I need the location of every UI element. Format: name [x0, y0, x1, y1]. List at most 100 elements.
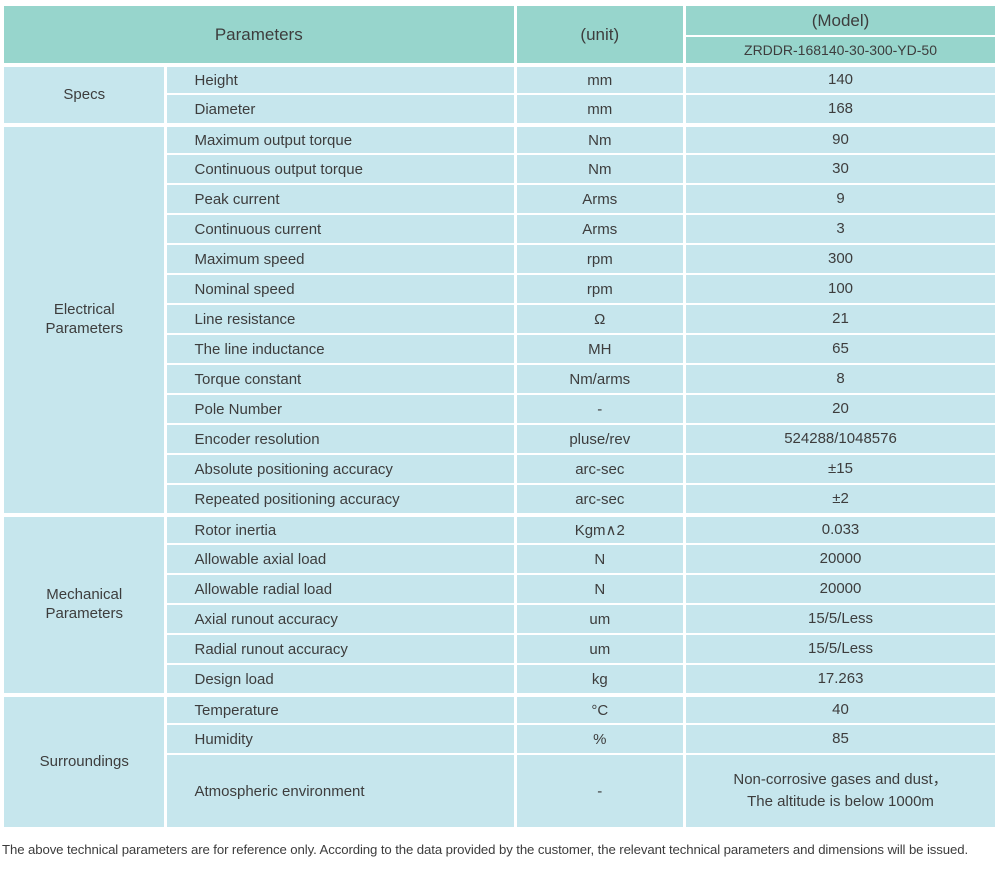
unit-cell: Nm — [516, 155, 684, 183]
value-cell: 168 — [686, 95, 995, 123]
unit-cell: °C — [516, 695, 684, 723]
unit-cell: MH — [516, 335, 684, 363]
value-cell: 20000 — [686, 545, 995, 573]
param-cell: Maximum speed — [167, 245, 514, 273]
table-row: Torque constant Nm/arms 8 — [4, 365, 995, 393]
section-label: Surroundings — [4, 695, 165, 827]
value-cell: 30 — [686, 155, 995, 183]
param-cell: Radial runout accuracy — [167, 635, 514, 663]
unit-cell: rpm — [516, 245, 684, 273]
unit-cell: Kgm∧2 — [516, 515, 684, 543]
unit-cell: Nm — [516, 125, 684, 153]
value-cell: 524288/1048576 — [686, 425, 995, 453]
unit-cell: Nm/arms — [516, 365, 684, 393]
param-cell: Peak current — [167, 185, 514, 213]
table-row: Atmospheric environment - Non-corrosive ga… — [4, 755, 995, 827]
param-cell: Absolute positioning accuracy — [167, 455, 514, 483]
table-row: Continuous output torque Nm 30 — [4, 155, 995, 183]
param-cell: Torque constant — [167, 365, 514, 393]
value-cell: 65 — [686, 335, 995, 363]
value-cell: ±15 — [686, 455, 995, 483]
table-row: Radial runout accuracy um 15/5/Less — [4, 635, 995, 663]
section-label: Mechanical Parameters — [4, 515, 165, 693]
param-cell: Continuous current — [167, 215, 514, 243]
table-row: Repeated positioning accuracy arc-sec ±2 — [4, 485, 995, 513]
param-cell: Design load — [167, 665, 514, 693]
value-cell: 21 — [686, 305, 995, 333]
unit-cell: mm — [516, 95, 684, 123]
table-row: Nominal speed rpm 100 — [4, 275, 995, 303]
table-row: Allowable axial load N 20000 — [4, 545, 995, 573]
section-label: Electrical Parameters — [4, 125, 165, 513]
unit-cell: % — [516, 725, 684, 753]
param-cell: Maximum output torque — [167, 125, 514, 153]
param-cell: Atmospheric environment — [167, 755, 514, 827]
unit-cell: - — [516, 755, 684, 827]
table-row: Allowable radial load N 20000 — [4, 575, 995, 603]
value-cell: 90 — [686, 125, 995, 153]
param-cell: The line inductance — [167, 335, 514, 363]
value-cell: 20000 — [686, 575, 995, 603]
section-electrical-parameters: Electrical Parameters Maximum output torq… — [4, 125, 995, 513]
table-row: Specs Height mm 140 — [4, 65, 995, 123]
value-cell: 15/5/Less — [686, 635, 995, 663]
table-row: Continuous current Arms 3 — [4, 215, 995, 243]
param-cell: Pole Number — [167, 395, 514, 423]
footnote: The above technical parameters are for r… — [2, 842, 969, 857]
value-cell: 40 — [686, 695, 995, 723]
param-cell: Diameter — [167, 95, 514, 123]
unit-cell: N — [516, 545, 684, 573]
unit-cell: rpm — [516, 275, 684, 303]
unit-cell: um — [516, 605, 684, 633]
unit-cell: Ω — [516, 305, 684, 333]
param-cell: Temperature — [167, 695, 514, 723]
table-row: Electrical Parameters Maximum output torq… — [4, 125, 995, 513]
table-row: Pole Number -20 — [4, 395, 995, 423]
param-cell: Height — [167, 65, 514, 93]
unit-cell: arc-sec — [516, 485, 684, 513]
param-cell: Axial runout accuracy — [167, 605, 514, 633]
unit-cell: um — [516, 635, 684, 663]
section-mechanical-parameters: Mechanical Parameters Rotor inertia Kgm∧2 0… — [4, 515, 995, 693]
value-cell: 100 — [686, 275, 995, 303]
param-cell: Allowable radial load — [167, 575, 514, 603]
unit-cell: N — [516, 575, 684, 603]
section-label: Specs — [4, 65, 165, 123]
section-specs: Specs Height mm 140 Diameter mm 168 — [4, 65, 995, 123]
model-header: (Model) — [686, 6, 995, 35]
value-cell: 20 — [686, 395, 995, 423]
parameters-header: Parameters — [4, 6, 514, 63]
param-cell: Line resistance — [167, 305, 514, 333]
value-cell: 0.033 — [686, 515, 995, 543]
unit-cell: kg — [516, 665, 684, 693]
table-row: Humidity% 85 — [4, 725, 995, 753]
table-row: Design load kg 17.263 — [4, 665, 995, 693]
param-cell: Continuous output torque — [167, 155, 514, 183]
value-cell: 17.263 — [686, 665, 995, 693]
table-row: Absolute positioning accuracy arc-sec ±15 — [4, 455, 995, 483]
param-cell: Repeated positioning accuracy — [167, 485, 514, 513]
value-cell: Non-corrosive gases and dust， The altitu… — [686, 755, 995, 827]
table-row: Axial runout accuracy um 15/5/Less — [4, 605, 995, 633]
table-row: Peak current Arms 9 — [4, 185, 995, 213]
table-row: Line resistance Ω 21 — [4, 305, 995, 333]
table-row: Diameter mm 168 — [4, 95, 995, 123]
value-cell: 3 — [686, 215, 995, 243]
spec-sheet: Parameters (unit) (Model) ZRDDR-168140-3… — [1, 4, 998, 857]
table-header: Parameters (unit) (Model) ZRDDR-168140-3… — [4, 6, 995, 63]
table-row: Maximum speed rpm 300 — [4, 245, 995, 273]
value-cell: 15/5/Less — [686, 605, 995, 633]
unit-cell: - — [516, 395, 684, 423]
unit-cell: Arms — [516, 215, 684, 243]
spec-table: Parameters (unit) (Model) ZRDDR-168140-3… — [1, 4, 998, 829]
param-cell: Nominal speed — [167, 275, 514, 303]
unit-cell: pluse/rev — [516, 425, 684, 453]
unit-header: (unit) — [516, 6, 684, 63]
table-row: Surroundings Temperature °C 40 — [4, 695, 995, 827]
table-row: The line inductance MH 65 — [4, 335, 995, 363]
value-cell: 9 — [686, 185, 995, 213]
model-number: ZRDDR-168140-30-300-YD-50 — [686, 37, 995, 63]
unit-cell: mm — [516, 65, 684, 93]
section-surroundings: Surroundings Temperature °C 40 Humidity% 85 At… — [4, 695, 995, 827]
param-cell: Humidity — [167, 725, 514, 753]
